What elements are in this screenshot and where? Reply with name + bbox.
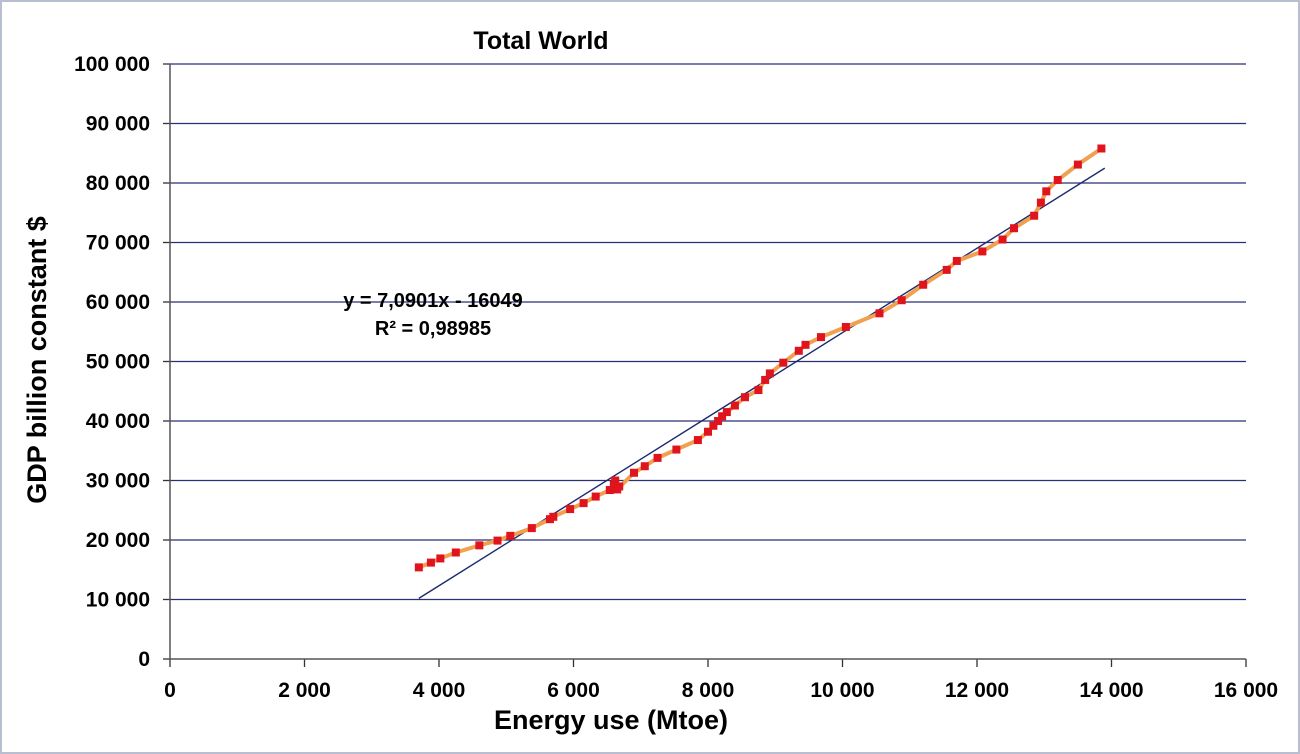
x-tick-label: 14 000 [1079,679,1143,702]
y-tick-label: 0 [138,648,150,671]
data-point [754,386,763,395]
data-point [1097,144,1106,153]
data-point [605,486,614,495]
y-tick-label: 90 000 [86,113,150,136]
data-point [493,536,502,545]
series-line [416,146,1104,570]
axes [163,63,1247,667]
x-tick-label: 12 000 [945,679,1009,702]
data-point [1053,176,1062,185]
data-point [426,558,435,567]
trendline-equation: y = 7,0901x - 16049 [343,290,523,312]
data-point [919,280,928,289]
data-point [653,453,662,462]
y-tick-label: 10 000 [86,589,150,612]
data-point [414,563,423,572]
data-point [1073,160,1082,169]
data-point [591,492,600,501]
y-tick-label: 70 000 [86,232,150,255]
data-point [640,462,649,471]
data-point [672,445,681,454]
data-point [566,505,575,514]
data-point [1042,187,1051,196]
x-tick-label: 8 000 [682,679,735,702]
data-point [942,265,951,274]
data-point [794,346,803,355]
data-point [801,340,810,349]
data-point [611,476,620,485]
data-point [506,531,515,540]
data-point [527,524,536,533]
x-tick-label: 0 [164,679,176,702]
y-tick-label: 60 000 [86,291,150,314]
data-point [579,499,588,508]
data-point [816,333,825,342]
data-point [709,421,718,430]
data-point [875,309,884,318]
chart-title: Total World [473,27,608,55]
series-group [416,146,1104,570]
data-point [704,427,712,436]
data-point [998,235,1007,244]
data-point [761,375,770,384]
x-tick-label: 6 000 [547,679,600,702]
y-tick-label: 80 000 [86,172,150,195]
data-point [730,401,739,410]
trendline-r2: R² = 0,98985 [375,318,491,340]
markers-group [414,144,1106,572]
data-point [722,408,731,417]
data-point [613,485,622,494]
data-point [1030,211,1039,220]
y-tick-label: 50 000 [86,351,150,374]
x-tick-label: 2 000 [278,679,331,702]
y-tick-label: 30 000 [86,470,150,493]
data-point [1036,198,1045,207]
data-point [549,512,558,521]
x-tick-label: 16 000 [1214,679,1278,702]
x-tick-label: 4 000 [413,679,466,702]
x-tick-label: 10 000 [810,679,874,702]
data-point [897,296,906,305]
data-point [714,417,723,425]
data-point [779,358,788,367]
data-point [841,322,850,331]
data-point [475,541,484,550]
data-point [765,369,774,378]
data-point [740,393,749,402]
x-tick-labels: 0 2 000 4 000 6 000 8 000 10 000 12 000 14 000 1… [164,679,1278,702]
data-point [609,480,618,489]
data-point [1009,224,1018,233]
gridlines [170,63,1246,601]
data-point [451,548,460,557]
y-tick-label: 100 000 [74,53,150,76]
x-axis-title: Energy use (Mtoe) [494,705,728,735]
data-point [436,554,445,563]
data-point [693,436,702,445]
y-axis-title: GDP billion constant $ [22,216,52,504]
y-tick-labels: 0 10 000 20 000 30 000 40 000 50 000 60 000 70 … [74,53,150,671]
data-point [978,247,987,256]
data-point [630,468,639,477]
data-point [952,256,961,265]
data-point [718,412,727,421]
y-tick-label: 40 000 [86,410,150,433]
y-tick-label: 20 000 [86,529,150,552]
